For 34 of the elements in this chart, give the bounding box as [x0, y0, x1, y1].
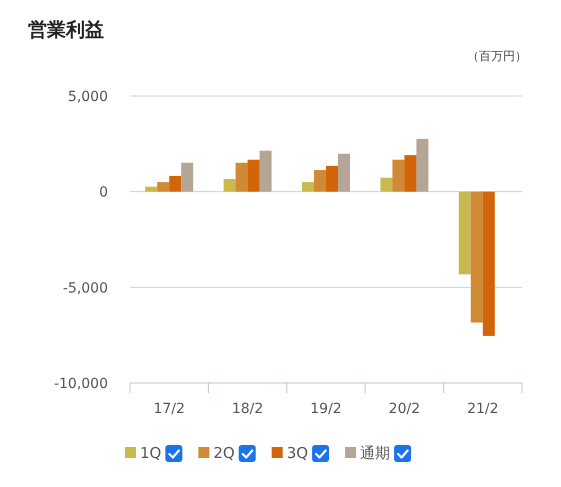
bar	[145, 186, 158, 192]
bar	[470, 192, 483, 323]
y-tick-label: 5,000	[68, 89, 108, 105]
bar	[157, 182, 170, 192]
y-tick-label: 0	[99, 184, 108, 201]
y-tick-label: -10,000	[54, 376, 108, 392]
legend-label: 3Q	[286, 444, 308, 462]
bar	[326, 166, 338, 192]
bar	[181, 162, 194, 192]
legend-label: 2Q	[213, 444, 235, 462]
bar	[314, 170, 326, 192]
x-tick-label: 17/2	[153, 401, 185, 417]
bar	[260, 150, 272, 192]
x-tick-label: 20/2	[388, 401, 420, 417]
bar	[482, 192, 495, 336]
y-tick-label: -5,000	[62, 280, 108, 296]
legend-label: 1Q	[140, 444, 162, 462]
bar	[236, 162, 248, 192]
bar	[169, 176, 182, 192]
bar	[224, 179, 236, 192]
bar	[302, 182, 314, 192]
bar	[392, 160, 404, 192]
chart-title: 営業利益	[28, 19, 104, 41]
legend-label: 通期	[360, 444, 390, 462]
bar	[416, 138, 428, 192]
x-tick-label: 18/2	[232, 401, 264, 417]
x-tick-label: 19/2	[310, 401, 342, 417]
x-tick-label: 21/2	[467, 401, 499, 417]
y-axis-title: （百万円）	[467, 49, 527, 63]
bar	[380, 178, 392, 192]
bar	[404, 155, 416, 192]
bar	[248, 160, 260, 192]
bar	[338, 154, 350, 192]
bar	[458, 192, 471, 274]
